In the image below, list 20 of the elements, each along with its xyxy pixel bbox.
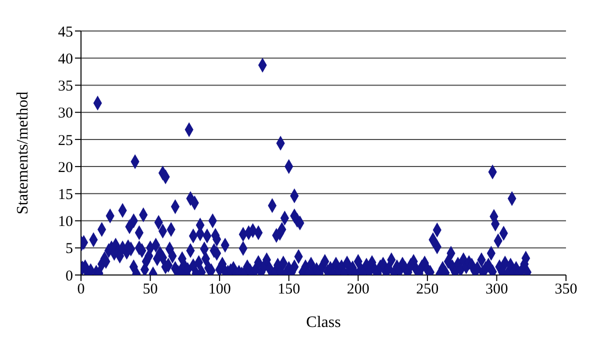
y-tick-label: 5 (66, 241, 73, 258)
x-tick-label: 150 (278, 282, 300, 298)
y-tick-label: 45 (58, 24, 73, 40)
x-tick-label: 200 (346, 282, 370, 298)
x-tick-label: 0 (77, 282, 85, 298)
y-tick-label: 40 (58, 51, 73, 68)
x-tick-label: 100 (208, 282, 231, 298)
x-tick-label: 250 (416, 282, 439, 298)
x-tick-label: 50 (142, 282, 158, 298)
y-tick-label: 20 (58, 160, 73, 176)
y-axis-title: Statements/method (14, 92, 32, 214)
x-tick-label: 300 (485, 282, 508, 298)
x-axis-title: Class (306, 314, 341, 331)
x-tick-label: 350 (554, 282, 578, 298)
y-tick-label: 15 (58, 186, 73, 203)
y-tick-label: 30 (58, 106, 73, 122)
y-tick-label: 10 (58, 214, 73, 230)
y-tick-label: 0 (66, 268, 73, 284)
y-tick-label: 35 (58, 78, 73, 95)
y-tick-label: 25 (58, 132, 73, 149)
